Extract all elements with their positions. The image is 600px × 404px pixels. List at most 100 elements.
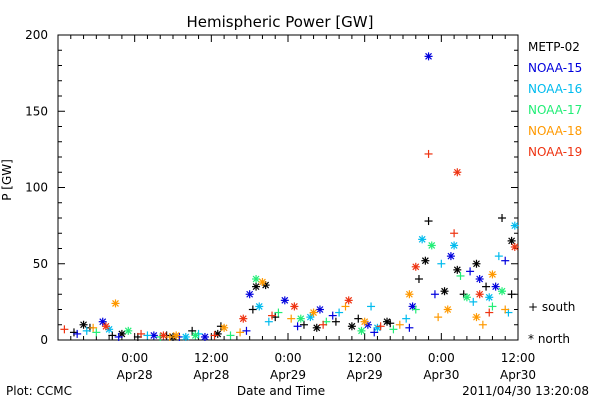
south-plus-point <box>341 302 350 311</box>
south-plus-point <box>411 305 420 314</box>
north-star-point <box>424 52 433 61</box>
north-star-point <box>421 256 430 265</box>
south-plus-point <box>248 305 257 314</box>
north-star-diagonal <box>489 271 496 278</box>
north-star-diagonal <box>239 315 247 323</box>
legend-series-label: NOAA-15 <box>528 61 582 75</box>
north-star-diagonal <box>383 318 391 326</box>
south-plus-point <box>437 259 446 268</box>
north-star-diagonal <box>112 299 119 307</box>
south-plus-point <box>264 317 273 326</box>
north-star-diagonal <box>150 332 158 339</box>
south-plus-point <box>424 217 433 226</box>
south-plus-point <box>108 331 117 340</box>
north-star-point <box>453 168 462 177</box>
north-star-diagonal <box>409 303 417 310</box>
x-tick-time-label: 0:00 <box>428 351 455 365</box>
south-plus-point <box>226 331 235 340</box>
south-plus-point <box>299 320 308 329</box>
south-plus-point <box>268 311 277 320</box>
south-plus-point <box>405 323 414 332</box>
north-star-diagonal <box>80 321 87 329</box>
north-star-diagonal <box>428 242 436 249</box>
north-star-point <box>181 332 190 341</box>
south-plus-point <box>469 297 478 306</box>
south-plus-point <box>210 331 219 340</box>
south-plus-point <box>376 322 385 331</box>
south-plus-point <box>236 328 245 337</box>
north-star-diagonal <box>124 327 132 335</box>
plot-frame <box>57 34 519 341</box>
north-star-diagonal <box>281 296 289 304</box>
south-plus-point <box>328 311 337 320</box>
north-star-point <box>488 270 497 279</box>
south-plus-point <box>335 308 344 317</box>
x-tick-time-label: 12:00 <box>194 351 229 365</box>
south-plus-point <box>143 331 152 340</box>
north-star-point <box>498 287 507 296</box>
north-star-point <box>255 302 264 311</box>
north-star-diagonal <box>306 313 314 321</box>
north-star-diagonal <box>463 293 471 301</box>
north-star-point <box>306 313 315 322</box>
north-star-point <box>405 290 414 299</box>
footer-timestamp: 2011/04/30 13:20:08 <box>462 384 589 398</box>
north-star-diagonal <box>418 235 426 243</box>
south-plus-point <box>367 302 376 311</box>
north-star-diagonal <box>118 330 126 338</box>
north-star-diagonal <box>220 324 228 332</box>
x-tick-time-label: 0:00 <box>275 351 302 365</box>
x-tick-date-label: Apr29 <box>347 368 383 382</box>
south-plus-point <box>319 320 328 329</box>
x-axis-label: Date and Time <box>237 384 325 398</box>
north-star-point <box>510 242 519 251</box>
north-star-diagonal <box>262 281 270 289</box>
south-plus-point <box>430 290 439 299</box>
north-star-diagonal <box>172 332 180 339</box>
south-plus-point <box>501 305 510 314</box>
south-plus-point <box>73 329 82 338</box>
south-plus-point <box>485 308 494 317</box>
north-star-point <box>507 236 516 245</box>
north-star-point <box>296 314 305 323</box>
north-star-point <box>491 282 500 291</box>
north-star-diagonal <box>310 309 317 316</box>
north-star-point <box>440 287 449 296</box>
north-star-point <box>411 262 420 271</box>
south-plus-point <box>494 252 503 261</box>
north-star-diagonal <box>444 306 452 313</box>
north-star-point <box>159 331 168 340</box>
north-star-diagonal <box>476 275 484 283</box>
y-tick-label: 200 <box>25 28 48 42</box>
north-star-diagonal <box>361 318 369 326</box>
north-star-diagonal <box>297 315 305 323</box>
north-star-diagonal <box>441 287 448 295</box>
north-star-diagonal <box>348 322 356 330</box>
north-star-diagonal <box>255 303 263 310</box>
south-plus-point <box>165 332 174 341</box>
south-plus-point <box>450 229 459 238</box>
north-star-diagonal <box>105 325 113 333</box>
footer-plot-source: Plot: CCMC <box>6 384 72 398</box>
north-star-diagonal <box>159 332 167 339</box>
y-tick-label: 150 <box>25 104 48 118</box>
x-tick-time-label: 12:00 <box>347 351 382 365</box>
north-star-point <box>360 317 369 326</box>
south-plus-point <box>287 314 296 323</box>
legend: METP-02 NOAA-15 NOAA-16 NOAA-17 NOAA-18 NOAA-… <box>528 40 582 346</box>
north-star-point <box>357 326 366 335</box>
north-star-point <box>79 320 88 329</box>
south-plus-point <box>434 313 443 322</box>
north-star-diagonal <box>99 318 107 326</box>
north-star-diagonal <box>421 257 429 265</box>
south-plus-point <box>466 267 475 276</box>
north-star-diagonal <box>412 263 420 271</box>
y-tick-label: 0 <box>40 333 48 347</box>
south-plus-point <box>482 282 491 291</box>
south-plus-point <box>92 328 101 337</box>
north-star-diagonal <box>511 243 519 251</box>
south-plus-point <box>82 326 91 335</box>
north-star-point <box>220 323 229 332</box>
